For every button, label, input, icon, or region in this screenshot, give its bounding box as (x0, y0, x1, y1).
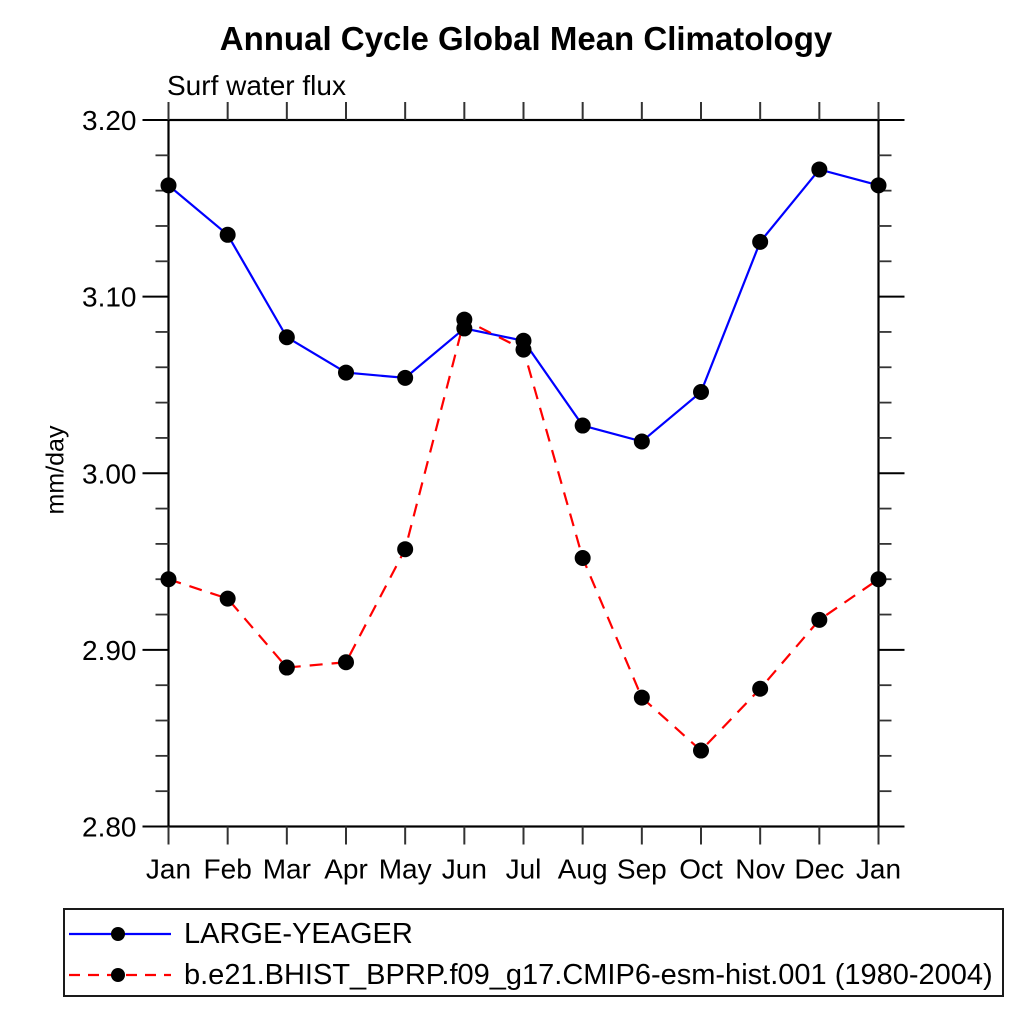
data-point-marker (397, 369, 414, 386)
data-point-marker (811, 611, 828, 628)
x-tick-label: Feb (204, 854, 252, 885)
data-point-marker (515, 341, 532, 358)
data-point-marker (752, 680, 769, 697)
legend-label: b.e21.BHIST_BPRP.f09_g17.CMIP6-esm-hist.… (184, 958, 993, 991)
x-tick-label: Dec (794, 854, 844, 885)
x-tick-label: Aug (558, 854, 608, 885)
legend-sample-marker (111, 927, 125, 941)
data-point-marker (870, 177, 887, 194)
data-point-marker (693, 742, 709, 759)
chart-subtitle: Surf water flux (167, 70, 346, 101)
y-tick-label: 2.90 (82, 635, 137, 666)
data-point-marker (811, 161, 828, 178)
x-tick-label: Oct (679, 854, 723, 885)
x-tick-label: Mar (263, 854, 311, 885)
chart-title: Annual Cycle Global Mean Climatology (219, 20, 833, 57)
data-point-marker (338, 654, 354, 671)
data-point-marker (693, 384, 709, 401)
legend-line-sample-dashed (69, 968, 171, 982)
y-tick-label: 3.00 (82, 458, 137, 489)
data-point-marker (870, 571, 887, 588)
data-point-marker (160, 571, 177, 588)
x-tick-label: Sep (617, 854, 667, 885)
data-point-marker (219, 226, 236, 243)
x-tick-label: Nov (735, 854, 785, 885)
data-point-marker (456, 311, 473, 328)
data-point-marker (633, 689, 650, 706)
data-point-marker (574, 550, 591, 567)
data-point-marker (574, 417, 591, 434)
series-line-dashed (168, 317, 880, 753)
data-point-marker (752, 233, 769, 250)
data-point-marker (160, 177, 177, 194)
series-line-solid (167, 168, 879, 443)
data-point-marker (397, 541, 414, 558)
data-point-marker (338, 364, 354, 381)
x-tick-label: May (379, 854, 432, 885)
y-tick-label: 2.80 (82, 812, 137, 843)
legend: LARGE-YEAGER b.e21.BHIST_BPRP.f09_g17.CM… (63, 908, 1004, 997)
x-tick-label: Jan (146, 854, 191, 885)
data-point-marker (633, 433, 650, 450)
legend-item-cmip6: b.e21.BHIST_BPRP.f09_g17.CMIP6-esm-hist.… (66, 957, 993, 993)
x-tick-label: Jun (442, 854, 487, 885)
x-tick-label: Apr (324, 854, 368, 885)
y-tick-label: 3.20 (82, 105, 137, 136)
data-point-marker (278, 659, 295, 676)
legend-sample-marker (111, 968, 125, 982)
x-tick-label: Jan (856, 854, 901, 885)
data-point-marker (219, 590, 236, 607)
x-tick-label: Jul (506, 854, 542, 885)
legend-label: LARGE-YEAGER (184, 917, 413, 950)
data-point-marker (278, 329, 295, 346)
y-tick-label: 3.10 (82, 282, 137, 313)
legend-item-large-yeager: LARGE-YEAGER (66, 916, 413, 952)
legend-line-sample-solid (69, 927, 171, 941)
